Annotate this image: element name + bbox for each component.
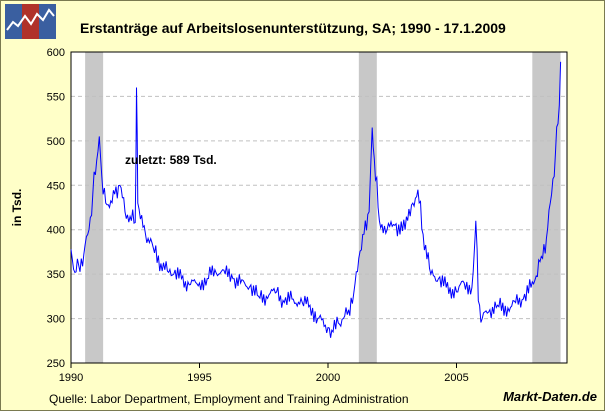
y-tick-label: 400 bbox=[47, 225, 65, 237]
brand-label: Markt-Daten.de bbox=[503, 389, 597, 404]
y-tick-label: 600 bbox=[47, 47, 65, 59]
recession-band bbox=[532, 52, 561, 363]
x-tick-label: 1990 bbox=[59, 372, 83, 384]
recession-band bbox=[85, 52, 104, 363]
y-tick-label: 550 bbox=[47, 91, 65, 103]
y-tick-label: 500 bbox=[47, 136, 65, 148]
chart-title: Erstanträge auf Arbeitslosenunterstützun… bbox=[80, 20, 506, 36]
y-tick-label: 300 bbox=[47, 314, 65, 326]
plot-area bbox=[71, 52, 567, 363]
annotation-label: zuletzt: 589 Tsd. bbox=[125, 153, 217, 167]
recession-band bbox=[358, 52, 377, 363]
y-tick-label: 450 bbox=[47, 180, 65, 192]
series-line bbox=[70, 61, 562, 338]
line-chart-logo-icon bbox=[5, 4, 56, 39]
x-tick-label: 1995 bbox=[187, 372, 211, 384]
y-tick-label: 350 bbox=[47, 269, 65, 281]
x-tick-label: 2005 bbox=[444, 372, 468, 384]
x-tick-label: 2000 bbox=[316, 372, 340, 384]
source-note: Quelle: Labor Department, Employment and… bbox=[49, 392, 409, 406]
y-axis-label: in Tsd. bbox=[10, 189, 24, 227]
y-tick-label: 250 bbox=[47, 358, 65, 370]
plot-border bbox=[70, 51, 568, 364]
